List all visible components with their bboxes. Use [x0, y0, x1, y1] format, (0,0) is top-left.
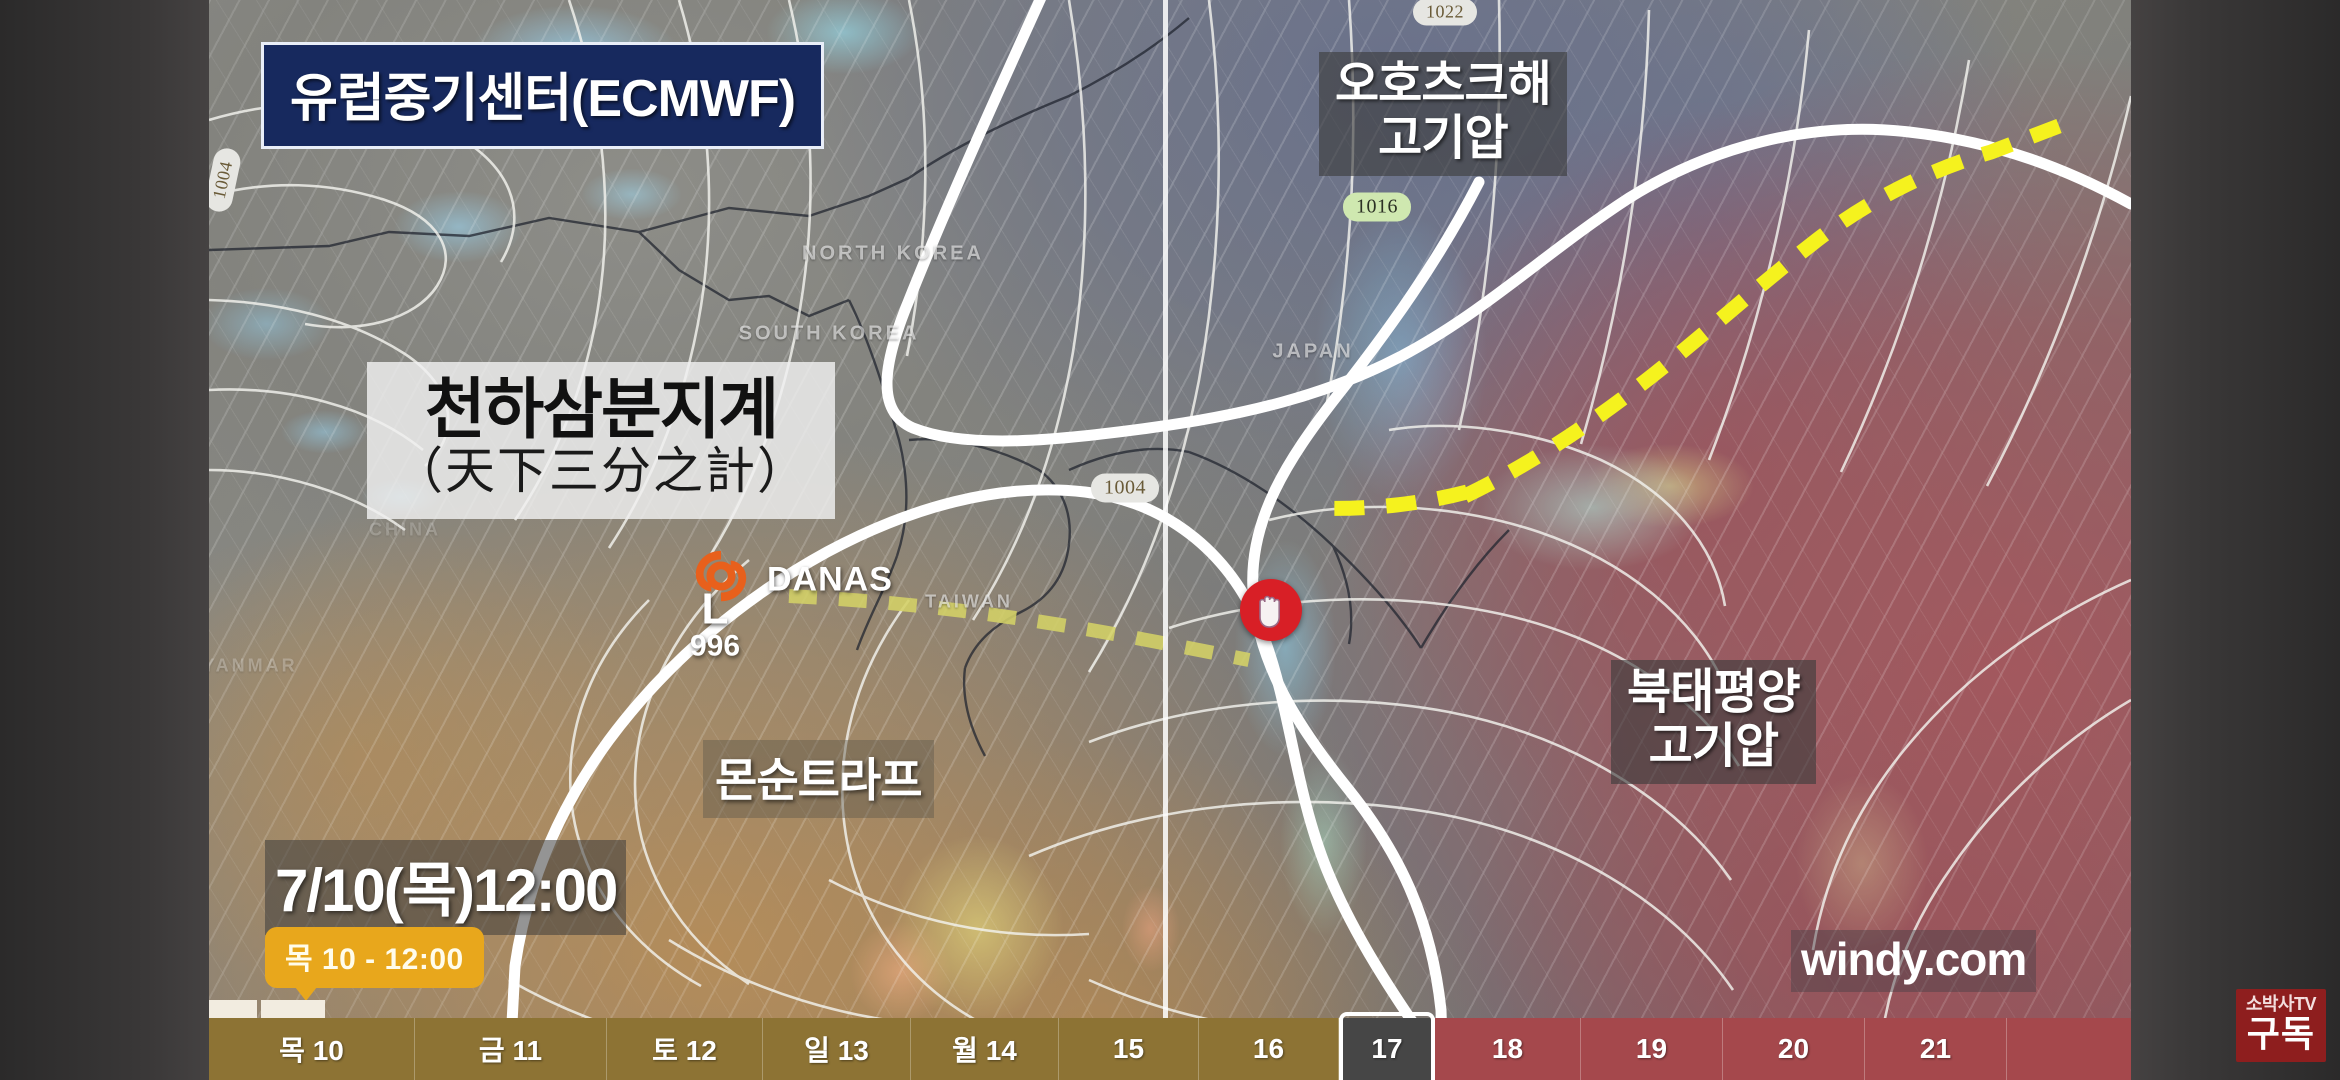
forecast-datetime-text: 7/10(목)12:00: [275, 857, 618, 924]
timeline-segment-label: 20: [1777, 1033, 1810, 1064]
timeline-segment-label: 21: [1919, 1033, 1952, 1064]
forecast-datetime: 7/10(목)12:00: [265, 840, 627, 935]
pacific-high-line1: 북태평양: [1627, 666, 1801, 719]
isobar-label-1004: 1004: [1091, 473, 1159, 503]
source-banner-label: 유럽중기센터(ECMWF): [290, 70, 796, 128]
monsoon-trough-label: 몬순트라프: [703, 740, 934, 818]
low-pressure-letter: L: [701, 584, 729, 634]
timeline-segment-label: 18: [1491, 1033, 1524, 1064]
okhotsk-high-line1: 오호츠크해: [1335, 58, 1552, 111]
timeline-segment-11[interactable]: 21: [1865, 1018, 2007, 1080]
timeline-segment-label: 16: [1252, 1033, 1285, 1064]
headline-block: 천하삼분지계 （天下三分之計）: [367, 362, 835, 520]
okhotsk-high-line2: 고기압: [1378, 111, 1508, 165]
windy-watermark: windy.com: [1791, 930, 2037, 992]
subscribe-badge[interactable]: 소박사TV 구독: [2235, 989, 2326, 1062]
timeline-segment-label: 금 11: [478, 1035, 543, 1066]
timeline-segment-label: 월 14: [952, 1035, 1017, 1066]
timeline-segment-3[interactable]: 일 13: [763, 1018, 911, 1080]
isobar-label-1016: 1016: [1343, 192, 1411, 222]
time-tooltip-text: 목 10 - 12:00: [285, 943, 464, 976]
geo-label-north-korea: NORTH KOREA: [802, 242, 984, 265]
timeline-cursor-line: [1163, 0, 1168, 1018]
hand-cursor-icon: [1259, 595, 1280, 628]
letterbox-right: [2131, 0, 2340, 1080]
headline-line2: （天下三分之計）: [393, 443, 809, 500]
pacific-high-label: 북태평양 고기압: [1611, 660, 1816, 784]
timeline-segment-label: 목 10: [279, 1035, 344, 1066]
isobar-label-1022: 1022: [1413, 0, 1477, 26]
yellow-front-dim: [788, 589, 1251, 667]
low-pressure-marker: L 996: [689, 584, 741, 663]
timeline-segment-2[interactable]: 토 12: [607, 1018, 763, 1080]
timeline-segment-label: 일 13: [804, 1035, 869, 1066]
geo-label-taiwan: TAIWAN: [925, 591, 1013, 612]
timeline-progress[interactable]: [209, 1000, 325, 1018]
yellow-front-bright: [1314, 118, 2062, 516]
weather-map-canvas[interactable]: MONGOLIA NORTH KOREA SOUTH KOREA JAPAN T…: [209, 0, 2131, 1080]
timeline-segment-label: 17: [1371, 1033, 1403, 1064]
headline-line1: 천하삼분지계: [424, 372, 779, 446]
windy-watermark-text: windy.com: [1801, 933, 2027, 985]
okhotsk-high-label: 오호츠크해 고기압: [1319, 52, 1567, 176]
subscribe-action-label: 구독: [2246, 1013, 2316, 1055]
timeline-segment-9[interactable]: 19: [1581, 1018, 1723, 1080]
storm-name-label: DANAS: [767, 560, 893, 599]
timeline-segment-label: 토 12: [652, 1035, 717, 1066]
timeline-segment-0[interactable]: 목 10: [209, 1018, 415, 1080]
timeline-segment-6[interactable]: 16: [1199, 1018, 1339, 1080]
subscribe-channel-name: 소박사TV: [2245, 994, 2317, 1015]
timeline-segment-label: 15: [1112, 1033, 1145, 1064]
timeline-segment-10[interactable]: 20: [1723, 1018, 1865, 1080]
timeline-segment-4[interactable]: 월 14: [911, 1018, 1059, 1080]
low-pressure-pressure: 996: [689, 629, 741, 663]
timeline-segment-8[interactable]: 18: [1435, 1018, 1581, 1080]
timeline-bar[interactable]: 목 10 금 11 토 12 일 13 월 14 15 16 17 18 19 20 21: [209, 1012, 2331, 1080]
letterbox-left: [0, 0, 209, 1080]
monsoon-trough-text: 몬순트라프: [715, 754, 923, 806]
timeline-progress-block-0: [209, 1000, 257, 1018]
hand-cursor[interactable]: [1240, 579, 1302, 641]
geo-label-south-korea: SOUTH KOREA: [738, 322, 920, 345]
typhoon-symbol-icon: [695, 550, 747, 602]
timeline-progress-block-1: [261, 1000, 325, 1018]
pacific-high-line2: 고기압: [1648, 719, 1779, 773]
geo-label-china: CHINA: [369, 519, 441, 540]
source-banner: 유럽중기센터(ECMWF): [261, 42, 825, 149]
timeline-segment-5[interactable]: 15: [1059, 1018, 1199, 1080]
geo-label-myanmar: MYANMAR: [209, 655, 298, 676]
time-tooltip-pill: 목 10 - 12:00: [265, 927, 484, 1001]
geo-label-japan: JAPAN: [1272, 340, 1354, 363]
timeline-segment-7[interactable]: 17: [1339, 1012, 1435, 1080]
timeline-segment-label: 19: [1635, 1033, 1668, 1064]
timeline-segment-1[interactable]: 금 11: [415, 1018, 607, 1080]
